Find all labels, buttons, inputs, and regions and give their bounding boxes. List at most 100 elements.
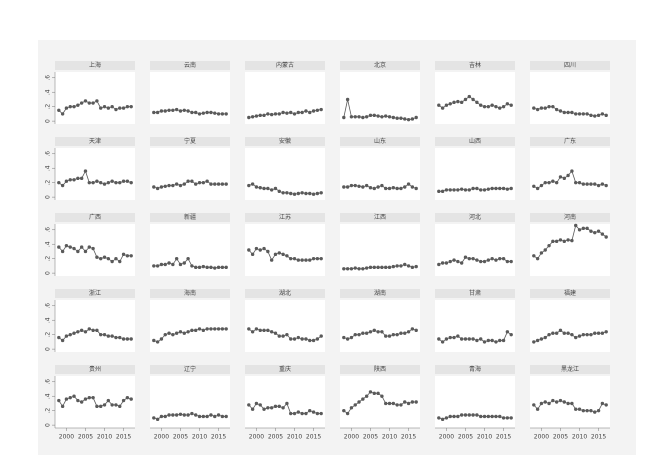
point [482,340,487,344]
point [345,97,350,102]
point [574,335,578,340]
point [585,182,589,186]
panel-strip [435,61,515,70]
x-tick-label: 2005 [78,434,93,441]
point [509,416,513,420]
point [558,328,563,333]
point [589,182,593,186]
point [577,112,582,116]
point [353,266,357,270]
point [319,256,323,261]
point [471,413,475,417]
panel-title: 山东 [374,137,386,145]
point [121,398,126,403]
point [171,262,175,267]
point [364,266,369,270]
point [273,186,278,191]
point [262,113,266,118]
point [410,185,415,189]
point [387,265,392,270]
point [129,104,133,109]
point [152,264,156,268]
point [254,246,259,251]
point [308,338,312,343]
panel-strip [245,61,325,70]
x-tick-label: 2010 [192,434,207,441]
x-tick-label: 2005 [268,434,283,441]
point [479,103,483,107]
point [577,228,582,232]
point [308,110,312,115]
point [167,261,171,265]
panel-title: 山西 [469,137,481,145]
point [285,111,289,115]
point [72,331,76,335]
point [581,332,586,337]
point [361,397,365,401]
point [102,104,107,109]
point [281,110,285,115]
y-tick-label: .2 [45,408,52,414]
point [106,106,111,110]
point [600,182,605,186]
point [247,183,251,188]
point [558,238,563,242]
point [501,104,506,109]
point [577,334,582,338]
panel-strip [530,289,610,298]
point [593,182,597,186]
point [250,330,255,334]
point [273,112,278,116]
point [121,337,126,341]
point [190,179,194,183]
x-tick-label: 2010 [97,434,112,441]
panel-strip [435,213,515,222]
point [532,254,536,258]
point [99,332,103,337]
point [159,337,164,341]
point [95,99,99,103]
point [163,184,167,188]
point [570,238,574,243]
point [76,176,80,181]
point [558,109,563,113]
point [479,259,483,264]
plot-area [245,148,325,200]
point [364,331,369,335]
point [593,331,597,335]
point [72,178,76,182]
point [577,407,582,411]
point [509,332,513,337]
point [209,327,213,331]
panel-strip [340,61,420,70]
panel-title: 上海 [89,61,101,69]
point [178,412,183,416]
point [273,404,278,409]
point [171,413,175,417]
point [380,115,384,119]
point [266,328,270,333]
point [167,413,171,417]
point [403,117,407,121]
plot-area [150,148,230,200]
point [182,108,186,112]
point [250,182,255,186]
point [463,255,468,259]
point [296,110,301,115]
panel-title: 内蒙古 [276,61,294,69]
point [87,180,91,185]
point [593,114,597,118]
x-tick-label: 2000 [344,434,359,441]
point [197,112,202,116]
point [300,411,304,416]
panel-title: 新疆 [184,213,196,221]
point [152,416,156,420]
point [178,330,183,334]
point [459,100,464,105]
y-tick-label: .4 [45,241,52,247]
point [281,406,285,410]
point [399,186,403,191]
point [414,264,418,269]
point [285,254,289,258]
point [311,256,316,261]
